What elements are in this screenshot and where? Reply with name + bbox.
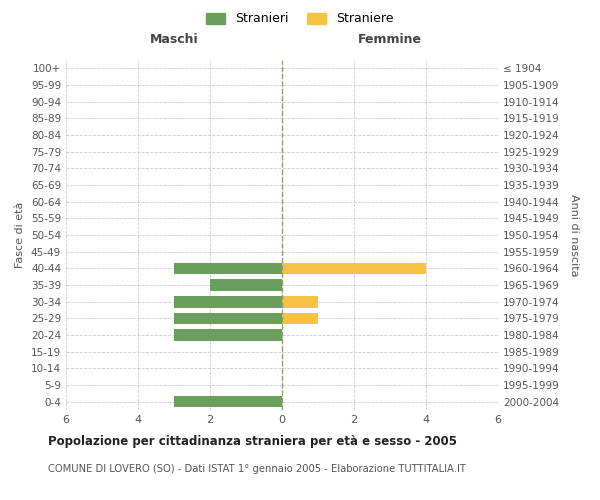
Bar <box>174 296 282 308</box>
Bar <box>174 262 282 274</box>
Y-axis label: Fasce di età: Fasce di età <box>16 202 25 268</box>
Bar <box>282 312 318 324</box>
Bar <box>174 396 282 407</box>
Bar <box>174 312 282 324</box>
Text: Popolazione per cittadinanza straniera per età e sesso - 2005: Popolazione per cittadinanza straniera p… <box>48 435 457 448</box>
Y-axis label: Anni di nascita: Anni di nascita <box>569 194 579 276</box>
Bar <box>282 262 426 274</box>
Text: Maschi: Maschi <box>149 33 199 46</box>
Bar <box>210 279 282 291</box>
Bar <box>282 296 318 308</box>
Bar <box>174 329 282 341</box>
Text: Femmine: Femmine <box>358 33 422 46</box>
Legend: Stranieri, Straniere: Stranieri, Straniere <box>203 8 397 29</box>
Text: COMUNE DI LOVERO (SO) - Dati ISTAT 1° gennaio 2005 - Elaborazione TUTTITALIA.IT: COMUNE DI LOVERO (SO) - Dati ISTAT 1° ge… <box>48 464 466 474</box>
